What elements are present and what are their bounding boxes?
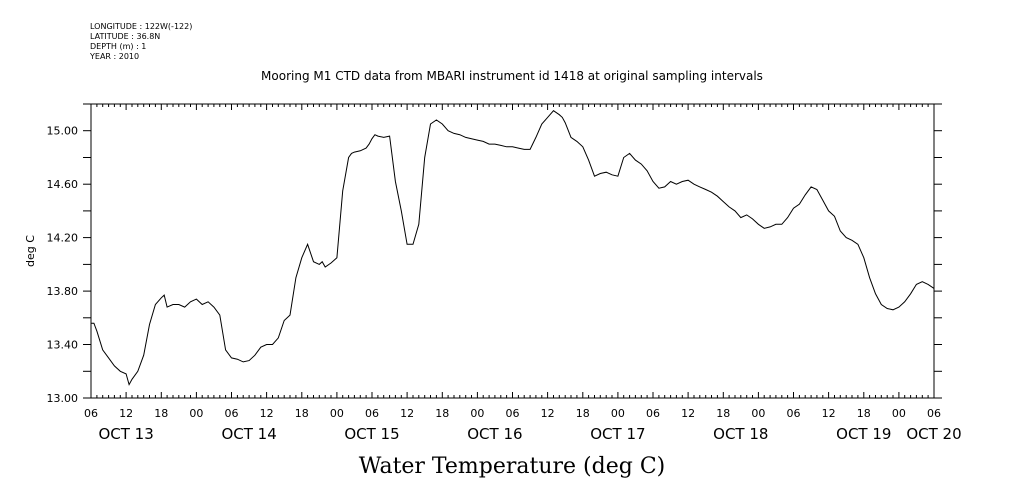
metadata-block: LONGITUDE : 122W(-122) LATITUDE : 36.8N … bbox=[90, 22, 192, 62]
y-tick-label: 13.80 bbox=[47, 285, 79, 298]
x-tick-label: 12 bbox=[260, 407, 274, 420]
x-tick-label: 00 bbox=[751, 407, 765, 420]
axis-ticks bbox=[83, 103, 942, 399]
latitude-label: LATITUDE : 36.8N bbox=[90, 32, 161, 41]
x-tick-label: 06 bbox=[84, 407, 98, 420]
longitude-label: LONGITUDE : 122W(-122) bbox=[90, 22, 193, 31]
x-tick-labels: 06 12 18 00 06 12 18 00 06 12 18 00 06 12 18 00 06 12 18 00… bbox=[84, 407, 941, 420]
y-tick-label: 14.20 bbox=[47, 232, 79, 245]
chart-title: Mooring M1 CTD data from MBARI instrumen… bbox=[261, 69, 763, 83]
x-tick-label: 12 bbox=[119, 407, 133, 420]
depth-label: DEPTH (m) : 1 bbox=[90, 42, 147, 51]
day-labels: OCT 13 OCT 14 OCT 15 OCT 16 OCT 17 OCT 18 OCT … bbox=[98, 425, 961, 443]
temperature-series-line bbox=[91, 110, 935, 386]
x-tick-label: 12 bbox=[400, 407, 414, 420]
x-tick-label: 12 bbox=[822, 407, 836, 420]
day-label: OCT 17 bbox=[590, 425, 645, 443]
y-tick-label: 14.60 bbox=[47, 178, 79, 191]
y-tick-label: 13.40 bbox=[47, 339, 79, 352]
x-tick-label: 00 bbox=[892, 407, 906, 420]
day-label: OCT 20 bbox=[906, 425, 961, 443]
x-tick-label: 00 bbox=[189, 407, 203, 420]
year-label: YEAR : 2010 bbox=[90, 52, 140, 61]
y-axis-label: deg C bbox=[24, 235, 37, 267]
x-tick-label: 06 bbox=[927, 407, 941, 420]
x-tick-label: 06 bbox=[787, 407, 801, 420]
x-tick-label: 00 bbox=[330, 407, 344, 420]
day-label: OCT 18 bbox=[713, 425, 768, 443]
x-tick-label: 12 bbox=[681, 407, 695, 420]
x-tick-label: 18 bbox=[576, 407, 590, 420]
x-tick-label: 06 bbox=[506, 407, 520, 420]
x-tick-label: 12 bbox=[541, 407, 555, 420]
y-tick-label: 15.00 bbox=[47, 125, 79, 138]
x-tick-label: 18 bbox=[716, 407, 730, 420]
day-label: OCT 15 bbox=[344, 425, 399, 443]
x-tick-label: 06 bbox=[225, 407, 239, 420]
plot-frame bbox=[90, 103, 935, 399]
day-label: OCT 19 bbox=[836, 425, 891, 443]
y-tick-labels: 13.00 13.40 13.80 14.20 14.60 15.00 bbox=[47, 125, 79, 405]
x-tick-label: 18 bbox=[295, 407, 309, 420]
x-tick-label: 06 bbox=[365, 407, 379, 420]
x-tick-label: 00 bbox=[611, 407, 625, 420]
x-tick-label: 18 bbox=[857, 407, 871, 420]
day-label: OCT 16 bbox=[467, 425, 522, 443]
x-tick-label: 06 bbox=[646, 407, 660, 420]
day-label: OCT 14 bbox=[221, 425, 276, 443]
x-tick-label: 18 bbox=[154, 407, 168, 420]
x-tick-label: 18 bbox=[435, 407, 449, 420]
x-axis-title: Water Temperature (deg C) bbox=[358, 454, 666, 479]
x-tick-label: 00 bbox=[470, 407, 484, 420]
y-tick-label: 13.00 bbox=[47, 392, 79, 405]
day-label: OCT 13 bbox=[98, 425, 153, 443]
